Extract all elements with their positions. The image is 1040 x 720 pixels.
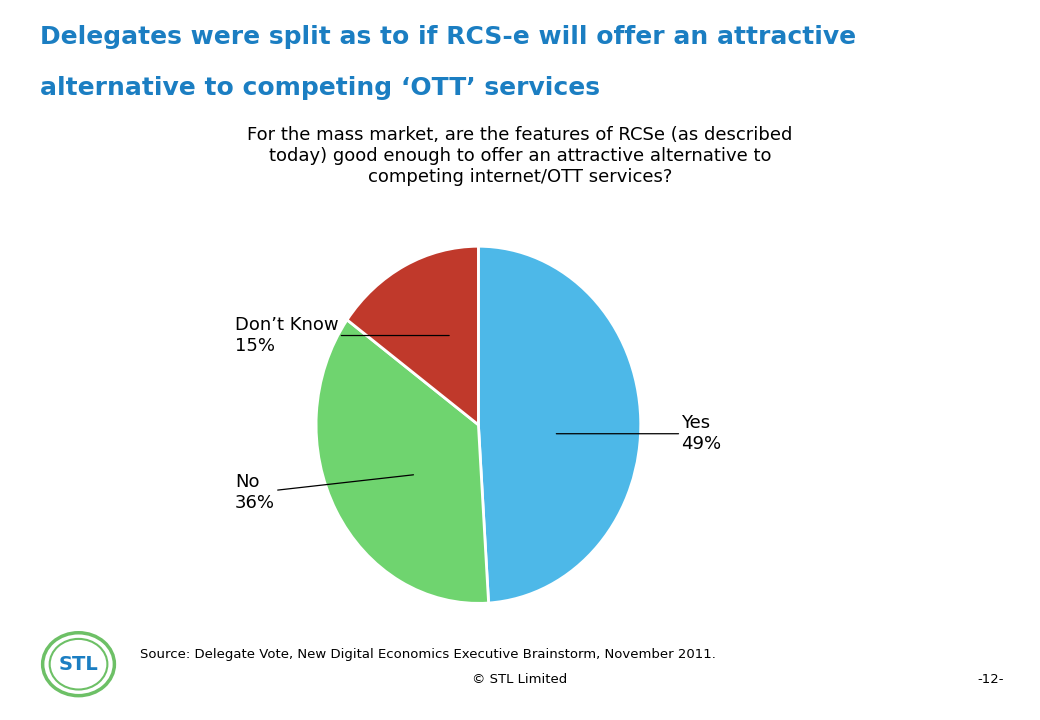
Wedge shape	[478, 246, 641, 603]
Text: No
36%: No 36%	[235, 473, 414, 512]
Wedge shape	[347, 246, 478, 425]
Text: Don’t Know
15%: Don’t Know 15%	[235, 316, 449, 355]
Text: Source: Delegate Vote, New Digital Economics Executive Brainstorm, November 2011: Source: Delegate Vote, New Digital Econo…	[140, 648, 717, 661]
Text: Yes
49%: Yes 49%	[556, 414, 722, 453]
Text: alternative to competing ‘OTT’ services: alternative to competing ‘OTT’ services	[40, 76, 599, 99]
Wedge shape	[316, 320, 489, 603]
Text: -12-: -12-	[978, 673, 1004, 686]
Text: © STL Limited: © STL Limited	[472, 673, 568, 686]
Text: For the mass market, are the features of RCSe (as described
today) good enough t: For the mass market, are the features of…	[248, 126, 792, 186]
Text: STL: STL	[58, 654, 99, 674]
Text: Delegates were split as to if RCS-e will offer an attractive: Delegates were split as to if RCS-e will…	[40, 25, 856, 49]
